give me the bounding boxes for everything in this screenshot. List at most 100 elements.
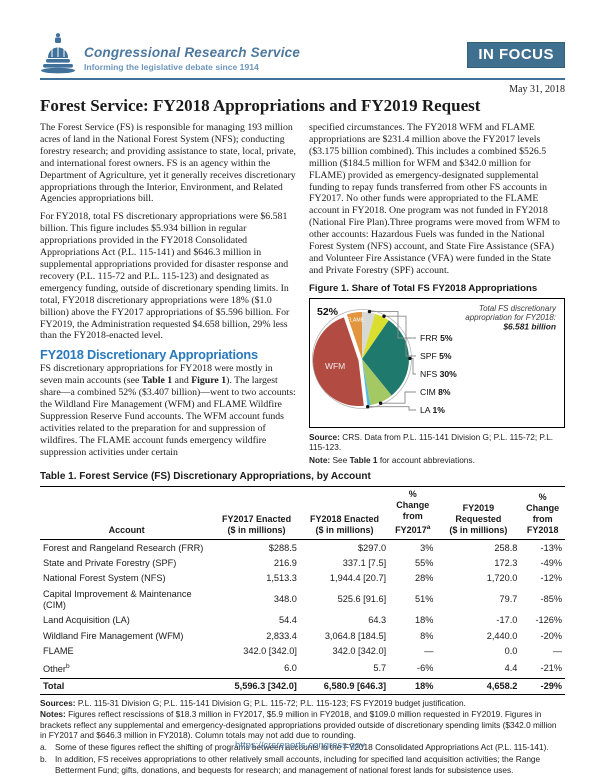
column-header: FY2017 Enacted ($ in millions) [213, 486, 300, 541]
figure-notes: Source: CRS. Data from P.L. 115-141 Divi… [309, 432, 565, 466]
footer: https://crsreports.congress.gov [0, 735, 600, 753]
value-cell: -13% [540, 542, 562, 553]
account-cell: State and Private Forestry (SPF) [43, 558, 177, 569]
total-value-cell: 6,580.9 [646.3] [299, 677, 390, 695]
value-cell: -21% [540, 662, 562, 673]
value-cell: 64.3 [368, 615, 387, 626]
header: Congressional Research Service Informing… [40, 32, 565, 74]
table-sources: Sources: P.L. 115-31 Division G; P.L. 11… [40, 697, 466, 708]
pie-slice-nfs [362, 319, 409, 396]
table-row: Land Acquisition (LA) 54.4 64.3 18% -17.0 -12… [40, 613, 565, 628]
total-annotation: Total FS discretionary appropriation for… [465, 304, 557, 332]
value-cell: 525.6 [91.6] [337, 594, 387, 605]
legend-item-frr: FRR 5% [420, 333, 453, 343]
value-cell: 2,833.4 [266, 630, 297, 641]
column-header: % Change from FY2017a [389, 486, 437, 541]
legend-item-nfs: NFS 30% [420, 369, 457, 379]
svg-text:$6.581 billion: $6.581 billion [502, 321, 556, 331]
publication-date: May 31, 2018 [509, 84, 565, 95]
value-cell: 55% [414, 558, 434, 569]
table-header-row: Account FY2017 Enacted ($ in millions) FY20… [40, 486, 565, 541]
account-cell: Capital Improvement & Maintenance (CIM) [43, 588, 192, 610]
legend-item-spf: SPF 5% [420, 351, 452, 361]
value-cell: 18% [414, 615, 434, 626]
table-row: Forest and Rangeland Research (FRR) $288.… [40, 540, 565, 556]
value-cell: 0.0 [504, 645, 518, 656]
pie-slices: WFM FLAME [312, 311, 409, 406]
svg-text:appropriation for FY2018:: appropriation for FY2018: [465, 313, 556, 322]
value-cell: -6% [417, 662, 434, 673]
table-row: FLAME 342.0 [342.0] 342.0 [342.0] — 0.0 — [40, 644, 565, 659]
value-cell: 6.0 [284, 662, 297, 673]
section-heading-discretionary: FY2018 Discretionary Appropriations [40, 347, 258, 363]
value-cell: $288.5 [268, 542, 297, 553]
org-name: Congressional Research Service [84, 45, 301, 60]
table-row: Wildland Fire Management (WFM) 2,833.4 3,0… [40, 628, 565, 643]
figure-caption: Figure 1. Share of Total FS FY2018 Appro… [309, 282, 538, 294]
footnote-b: b. In addition, FS receives appropriatio… [40, 753, 541, 775]
value-cell: -49% [540, 558, 562, 569]
body-columns: The Forest Service (FS) is responsible f… [40, 122, 565, 467]
pie-slice-frr [362, 311, 376, 359]
value-cell: 342.0 [342.0] [243, 645, 297, 656]
value-cell: 1,944.4 [20.7] [329, 573, 387, 584]
table-section: Table 1. Forest Service (FS) Discretiona… [40, 471, 565, 775]
value-cell: -126% [535, 615, 562, 626]
paragraph-accounts: FS discretionary appropriations for FY20… [40, 363, 296, 458]
footer-link[interactable]: https://crsreports.congress.gov [235, 740, 365, 751]
page-title: Forest Service: FY2018 Appropriations an… [40, 96, 481, 115]
value-cell: 348.0 [273, 594, 297, 605]
callout-dots [366, 309, 412, 409]
account-cell: Land Acquisition (LA) [43, 615, 130, 626]
column-header: % Change from FY2018 [520, 486, 565, 541]
account-cell: Forest and Rangeland Research (FRR) [43, 542, 204, 553]
value-cell: 54.4 [278, 615, 297, 626]
paragraph-intro: The Forest Service (FS) is responsible f… [40, 122, 296, 205]
pie-slice-flame [346, 311, 362, 359]
table-row: Capital Improvement & Maintenance (CIM) 3… [40, 587, 565, 613]
column-header: Account [40, 486, 214, 541]
value-cell: 337.1 [7.5] [342, 558, 387, 569]
value-cell: 258.8 [494, 542, 518, 553]
value-cell: 3% [420, 542, 434, 553]
figure-source: Source: CRS. Data from P.L. 115-141 Divi… [309, 431, 554, 453]
table-row: State and Private Forestry (SPF) 216.9 337… [40, 556, 565, 571]
value-cell: 51% [414, 594, 434, 605]
legend-item-cim: CIM 8% [420, 387, 451, 397]
slice-label-wfm: WFM [325, 360, 345, 370]
value-cell: 1,720.0 [486, 573, 518, 584]
value-cell: 4.4 [504, 662, 518, 673]
total-value-cell: 18% [389, 677, 437, 695]
value-cell: -20% [540, 630, 562, 641]
value-cell: -12% [540, 573, 562, 584]
left-column: The Forest Service (FS) is responsible f… [40, 122, 296, 467]
header-divider [40, 78, 565, 80]
pie-legend: FRR 5% SPF 5% NFS 30% CIM 8% LA 1% [420, 333, 457, 415]
value-cell: $297.0 [358, 542, 387, 553]
paragraph-fy2018-total: For FY2018, total FS discretionary appro… [40, 211, 290, 342]
value-cell: 5.7 [373, 662, 387, 673]
account-cell: Wildland Fire Management (WFM) [43, 630, 184, 641]
value-cell: 28% [414, 573, 434, 584]
right-column: specified circumstances. The FY2018 WFM … [309, 122, 565, 467]
table-total-row: Total 5,596.3 [342.0] 6,580.9 [646.3] 18% 4,… [40, 677, 565, 695]
table-general-notes: Notes: Figures reflect rescissions of $1… [40, 708, 557, 741]
value-cell: 172.3 [494, 558, 518, 569]
capitol-dome-icon [41, 33, 75, 74]
table-row: Otherb 6.0 5.7 -6% 4.4 -21% [40, 659, 565, 678]
pie-slice-spf [362, 313, 389, 359]
value-cell: 1,513.3 [266, 573, 297, 584]
value-cell: 3,064.8 [184.5] [324, 630, 387, 641]
footnote-a: a. Some of these figures reflect the shi… [40, 742, 549, 753]
value-cell: 79.7 [499, 594, 518, 605]
callout-lines [367, 310, 416, 411]
paragraph-wfm-flame: specified circumstances. The FY2018 WFM … [309, 122, 560, 276]
value-cell: — [424, 645, 434, 656]
figure-note: Note: See Table 1 for account abbreviati… [309, 454, 475, 465]
in-focus-badge: IN FOCUS [467, 42, 565, 68]
slice-label-flame: FLAME [347, 317, 365, 323]
total-value-cell: -29% [520, 677, 565, 695]
pie-slice-la [362, 358, 371, 406]
total-label-cell: Total [40, 677, 214, 695]
